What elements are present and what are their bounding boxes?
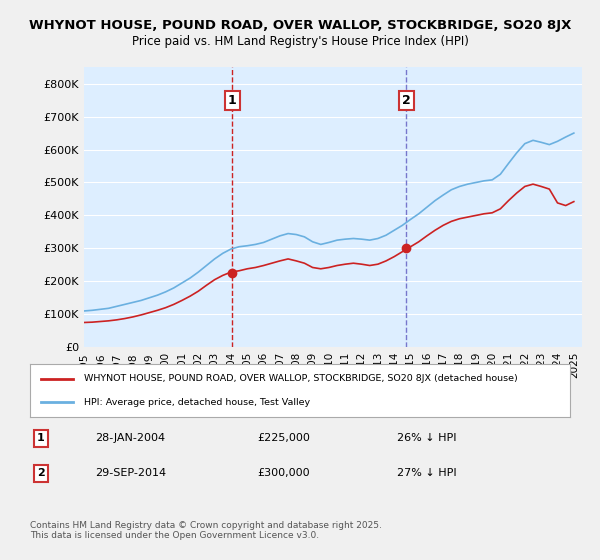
Text: 29-SEP-2014: 29-SEP-2014 (95, 468, 166, 478)
Text: 1: 1 (228, 94, 236, 108)
Text: Price paid vs. HM Land Registry's House Price Index (HPI): Price paid vs. HM Land Registry's House … (131, 35, 469, 49)
Text: 27% ↓ HPI: 27% ↓ HPI (397, 468, 457, 478)
Text: 1: 1 (37, 433, 44, 443)
Text: 2: 2 (37, 468, 44, 478)
Text: WHYNOT HOUSE, POUND ROAD, OVER WALLOP, STOCKBRIDGE, SO20 8JX: WHYNOT HOUSE, POUND ROAD, OVER WALLOP, S… (29, 18, 571, 32)
Text: HPI: Average price, detached house, Test Valley: HPI: Average price, detached house, Test… (84, 398, 310, 407)
Text: 2: 2 (402, 94, 411, 108)
Text: 26% ↓ HPI: 26% ↓ HPI (397, 433, 457, 443)
Text: 28-JAN-2004: 28-JAN-2004 (95, 433, 165, 443)
Text: Contains HM Land Registry data © Crown copyright and database right 2025.
This d: Contains HM Land Registry data © Crown c… (30, 521, 382, 540)
Text: £225,000: £225,000 (257, 433, 310, 443)
Text: £300,000: £300,000 (257, 468, 310, 478)
Text: WHYNOT HOUSE, POUND ROAD, OVER WALLOP, STOCKBRIDGE, SO20 8JX (detached house): WHYNOT HOUSE, POUND ROAD, OVER WALLOP, S… (84, 375, 518, 384)
